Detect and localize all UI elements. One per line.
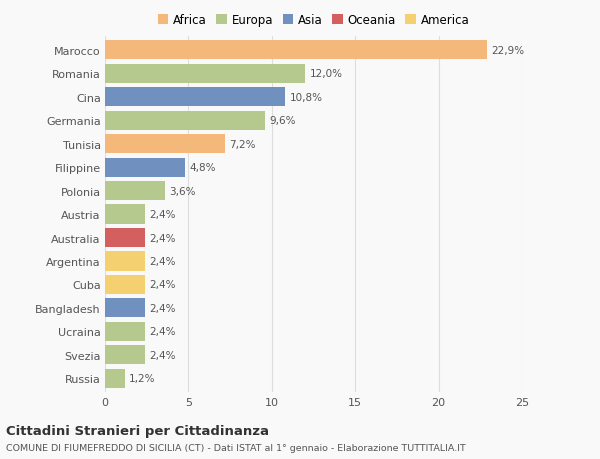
Text: 2,4%: 2,4% — [149, 327, 176, 336]
Bar — [105, 65, 305, 84]
Text: 9,6%: 9,6% — [269, 116, 296, 126]
Text: 1,2%: 1,2% — [129, 374, 155, 383]
Bar — [105, 182, 165, 201]
Bar — [105, 275, 145, 294]
Text: Cittadini Stranieri per Cittadinanza: Cittadini Stranieri per Cittadinanza — [6, 425, 269, 437]
Bar — [105, 322, 145, 341]
Bar — [105, 229, 145, 247]
Bar — [105, 112, 265, 130]
Bar — [105, 88, 285, 107]
Text: 2,4%: 2,4% — [149, 257, 176, 266]
Text: 3,6%: 3,6% — [169, 186, 196, 196]
Text: 2,4%: 2,4% — [149, 233, 176, 243]
Text: 12,0%: 12,0% — [310, 69, 343, 79]
Text: 10,8%: 10,8% — [289, 93, 322, 102]
Bar — [105, 252, 145, 271]
Legend: Africa, Europa, Asia, Oceania, America: Africa, Europa, Asia, Oceania, America — [158, 14, 469, 27]
Bar — [105, 205, 145, 224]
Text: 4,8%: 4,8% — [189, 163, 216, 173]
Text: COMUNE DI FIUMEFREDDO DI SICILIA (CT) - Dati ISTAT al 1° gennaio - Elaborazione : COMUNE DI FIUMEFREDDO DI SICILIA (CT) - … — [6, 443, 466, 452]
Bar — [105, 369, 125, 388]
Bar — [105, 135, 225, 154]
Bar — [105, 158, 185, 177]
Text: 22,9%: 22,9% — [491, 46, 524, 56]
Text: 2,4%: 2,4% — [149, 210, 176, 219]
Text: 2,4%: 2,4% — [149, 350, 176, 360]
Bar — [105, 41, 487, 60]
Bar — [105, 346, 145, 364]
Text: 2,4%: 2,4% — [149, 303, 176, 313]
Text: 7,2%: 7,2% — [229, 140, 256, 149]
Text: 2,4%: 2,4% — [149, 280, 176, 290]
Bar — [105, 299, 145, 318]
